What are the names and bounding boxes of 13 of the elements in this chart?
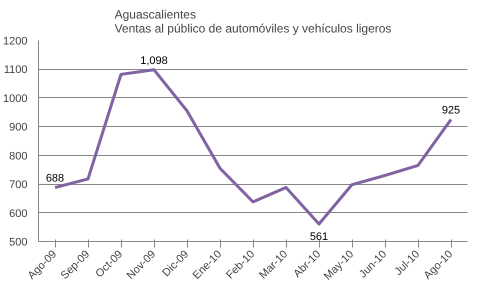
y-tick-label: 800: [9, 150, 28, 162]
y-tick-label: 1200: [3, 36, 28, 48]
data-label: 561: [310, 230, 328, 243]
y-tick-label: 900: [9, 122, 28, 134]
y-tick-label: 1100: [4, 64, 28, 76]
chart-title: Aguascalientes Ventas al público de automóviles y vehículos ligeros: [114, 8, 392, 36]
data-label: 925: [442, 104, 460, 116]
data-label: 688: [46, 172, 64, 185]
y-tick-label: 1000: [3, 92, 28, 105]
y-tick-label: 500: [9, 236, 28, 248]
y-tick-label: 700: [9, 179, 28, 192]
y-tick-label: 600: [9, 208, 28, 220]
data-label: 1,098: [140, 54, 168, 67]
